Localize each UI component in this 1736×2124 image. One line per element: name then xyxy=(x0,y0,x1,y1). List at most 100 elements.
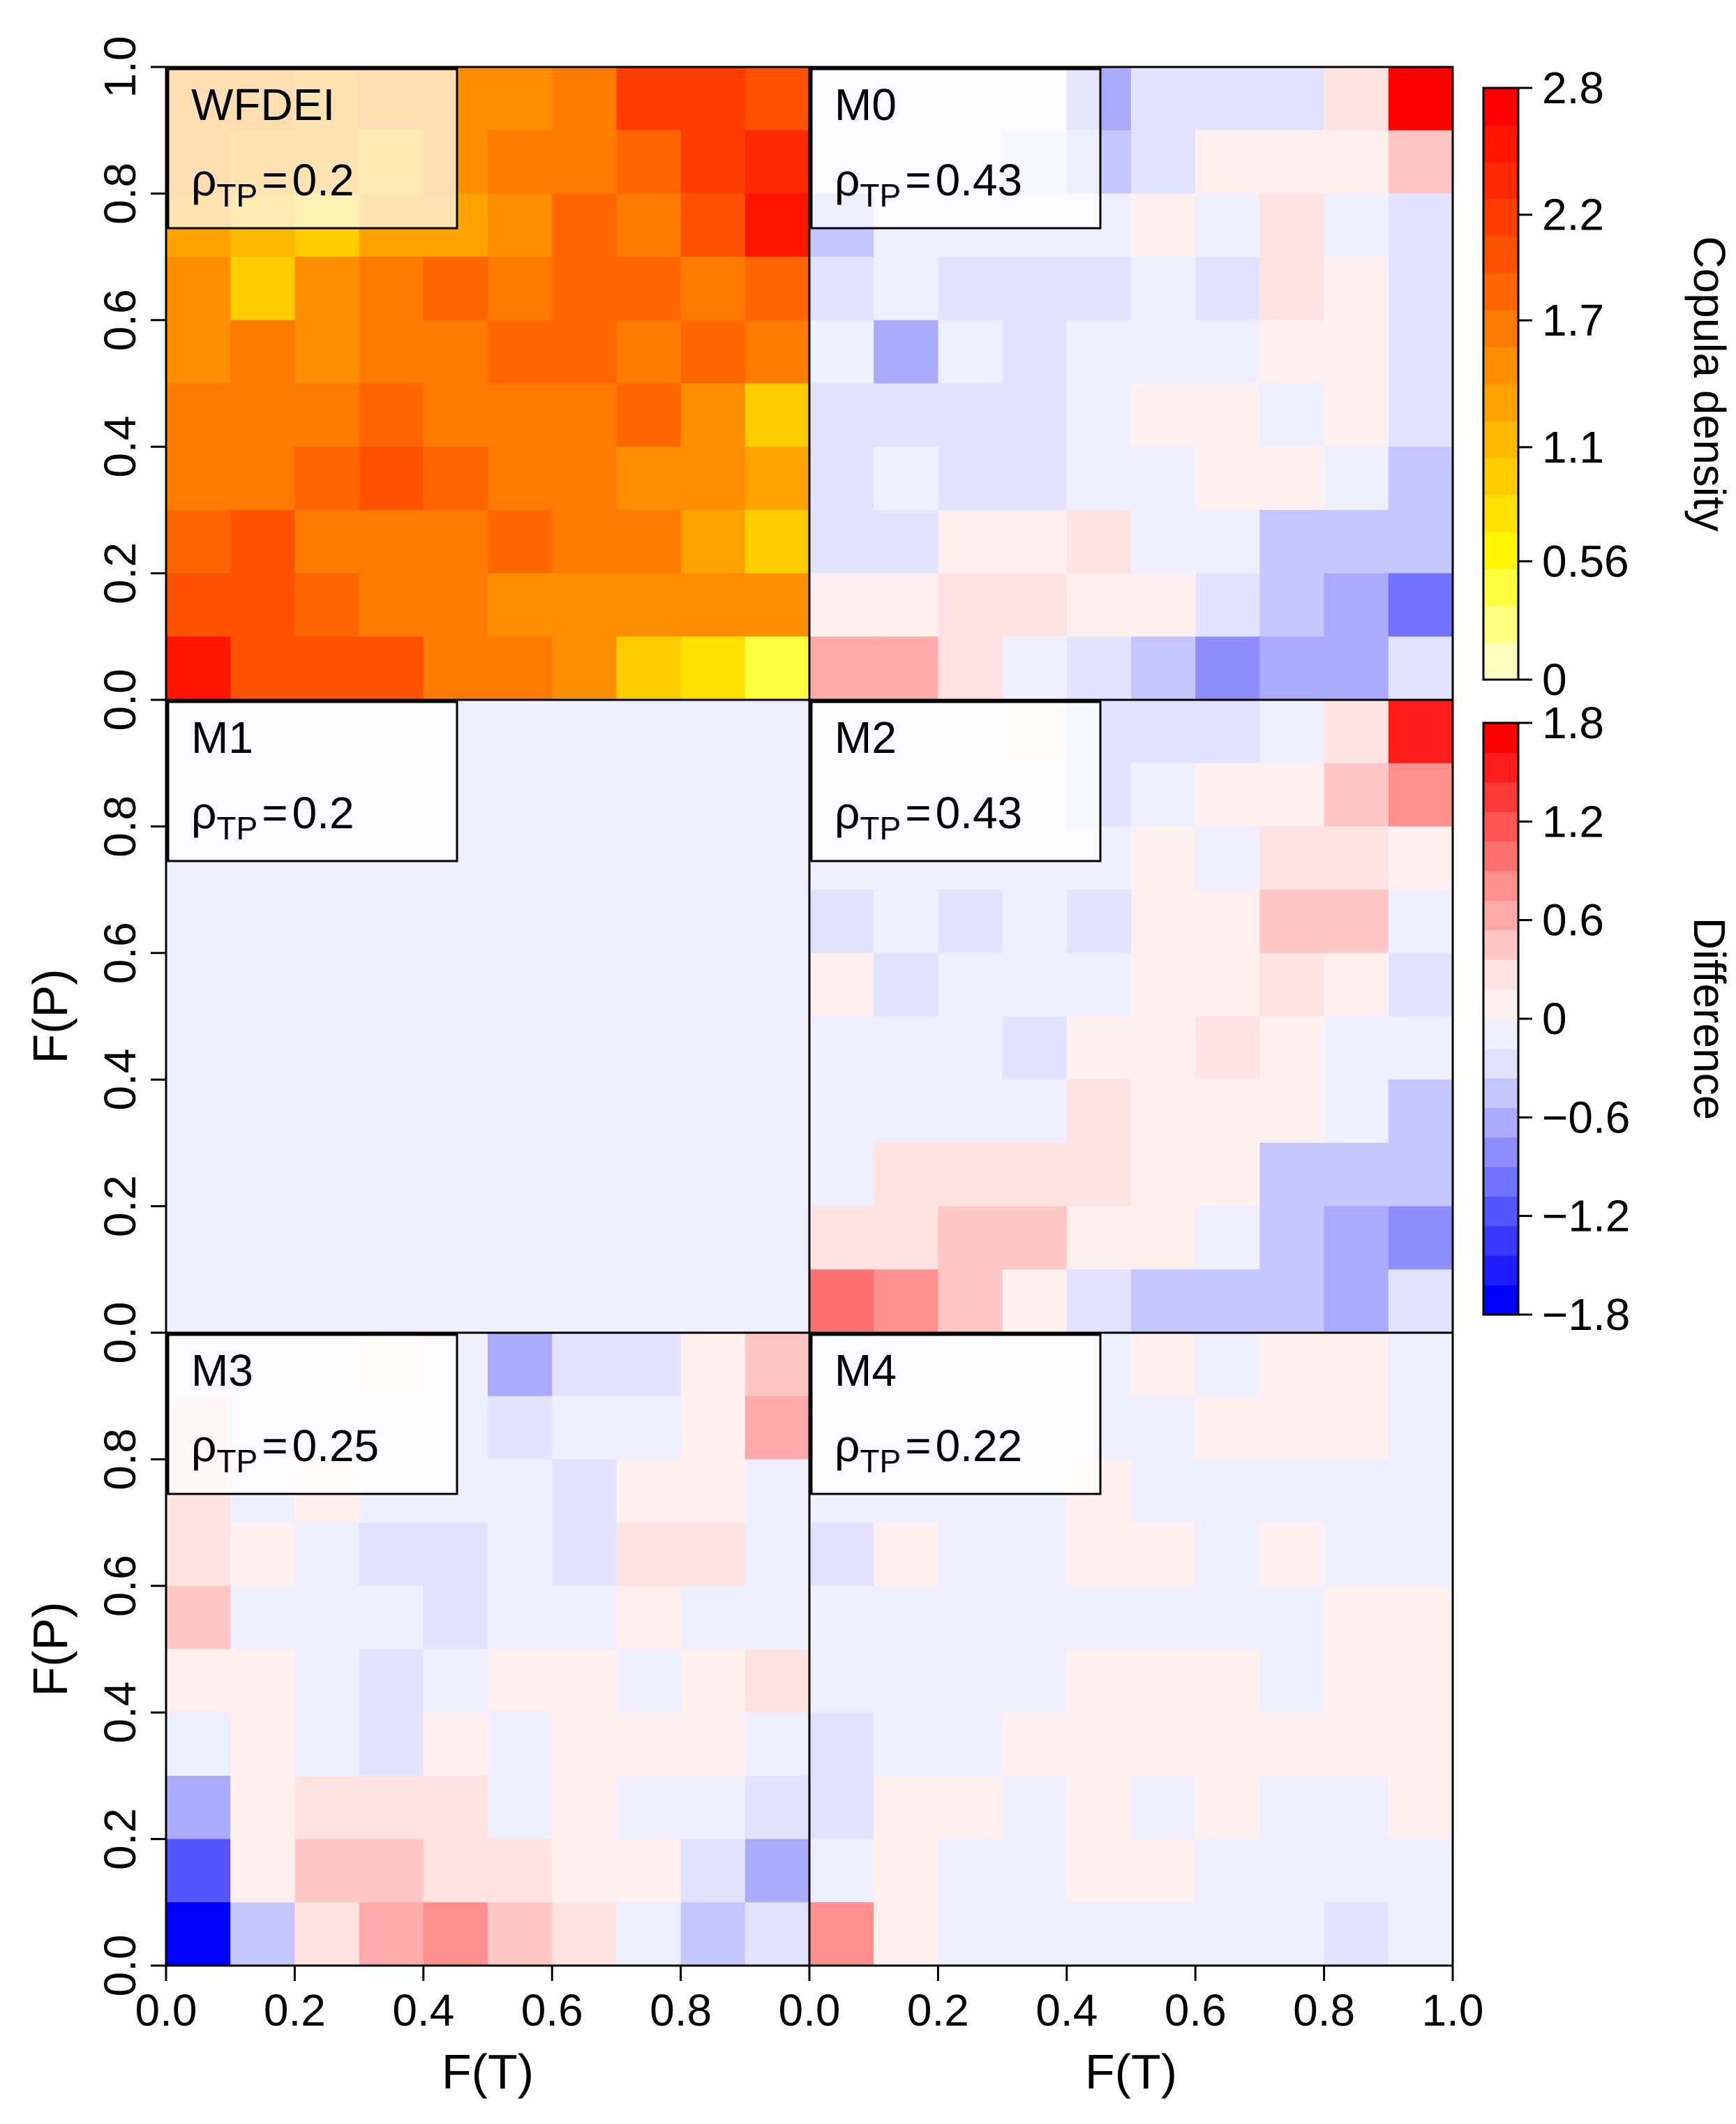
heatmap-cell xyxy=(1195,1142,1260,1207)
heatmap-cell xyxy=(1388,573,1453,637)
heatmap-cell xyxy=(1259,826,1325,890)
heatmap-cell xyxy=(294,383,360,447)
heatmap-cell xyxy=(680,1712,746,1777)
heatmap-cell xyxy=(488,1839,553,1903)
heatmap-cell xyxy=(809,257,874,321)
heatmap-cell xyxy=(1195,700,1260,764)
heatmap-cell xyxy=(744,193,810,257)
heatmap-cell xyxy=(552,700,617,764)
heatmap-cell xyxy=(1388,1712,1453,1777)
colorbar-swatch xyxy=(1483,989,1518,1019)
heatmap-cell xyxy=(1388,1142,1453,1207)
heatmap-cell xyxy=(294,1712,360,1777)
heatmap-cell xyxy=(809,1079,874,1144)
heatmap-cell xyxy=(1324,826,1389,890)
heatmap-cell xyxy=(1002,320,1068,384)
heatmap-cell xyxy=(744,509,810,574)
colorbar-swatch xyxy=(1483,162,1518,200)
heatmap-cell xyxy=(938,1585,1003,1650)
heatmap-cell xyxy=(680,1902,746,1966)
colorbar-tick-label: 2.8 xyxy=(1542,63,1604,113)
heatmap-cell xyxy=(1131,130,1196,194)
rho-annotation: ρTP=0.43 xyxy=(835,155,1022,214)
heatmap-cell xyxy=(1066,320,1132,384)
heatmap-cell xyxy=(488,1269,553,1333)
heatmap-cell xyxy=(874,1269,938,1333)
heatmap-cell xyxy=(680,130,746,194)
heatmap-cell xyxy=(166,383,231,447)
heatmap-cell xyxy=(552,320,617,384)
heatmap-cell xyxy=(938,1712,1003,1777)
heatmap-cell xyxy=(552,193,617,257)
heatmap-cell xyxy=(1388,447,1453,511)
heatmap-cell xyxy=(166,1585,231,1650)
rho-symbol: ρ xyxy=(191,788,216,838)
heatmap-cell xyxy=(616,1396,682,1460)
heatmap-cell xyxy=(294,1775,360,1840)
rho-value: 0.22 xyxy=(936,1421,1023,1471)
heatmap-cell xyxy=(1066,1206,1132,1270)
heatmap-cell xyxy=(166,1016,231,1080)
heatmap-cell xyxy=(1195,1459,1260,1523)
rho-equals: = xyxy=(905,788,931,838)
heatmap-cell xyxy=(1388,636,1453,701)
heatmap-cell xyxy=(423,636,488,701)
heatmap-cell xyxy=(166,1775,231,1840)
heatmap-cell xyxy=(1324,67,1389,131)
heatmap-cell xyxy=(166,1839,231,1903)
heatmap-cell xyxy=(744,1333,810,1397)
heatmap-cell xyxy=(809,636,874,701)
heatmap-cell xyxy=(423,383,488,447)
heatmap-cell xyxy=(616,1333,682,1397)
heatmap-cell xyxy=(874,509,938,574)
heatmap-cell xyxy=(1131,193,1196,257)
heatmap-cell xyxy=(680,890,746,954)
heatmap-cell xyxy=(166,1902,231,1966)
heatmap-cell xyxy=(488,1902,553,1966)
heatmap-cell xyxy=(1195,447,1260,511)
colorbar-swatch xyxy=(1483,1048,1518,1079)
colorbar-swatch xyxy=(1483,606,1518,643)
heatmap-cell xyxy=(1195,952,1260,1017)
panel-frame xyxy=(808,1331,1454,1967)
heatmap-cell xyxy=(809,890,874,954)
rho-equals: = xyxy=(262,1421,287,1471)
heatmap-cell xyxy=(1324,636,1389,701)
heatmap-cell xyxy=(874,1775,938,1840)
panel-m3: M3 ρTP=0.25 xyxy=(165,1331,811,1967)
heatmap-cell xyxy=(938,320,1003,384)
heatmap-cell xyxy=(680,447,746,511)
heatmap-cell xyxy=(359,890,424,954)
heatmap-cell xyxy=(1259,952,1325,1017)
heatmap-cell xyxy=(938,952,1003,1017)
heatmap-cell xyxy=(1388,952,1453,1017)
heatmap-cell xyxy=(423,1902,488,1966)
rho-symbol: ρ xyxy=(835,1421,860,1471)
heatmap-cell xyxy=(616,193,682,257)
heatmap-cell xyxy=(423,509,488,574)
axes-group: 0.0 0.2 0.4 0.6 0.8 1.0 0.0 0.2 0.4 0.6 0.8 0.0 0.2 0… xyxy=(23,36,1483,2099)
heatmap-cell xyxy=(1259,636,1325,701)
heatmap-cell xyxy=(488,1396,553,1460)
heatmap-cell xyxy=(744,130,810,194)
heatmap-cell xyxy=(874,320,938,384)
heatmap-cell xyxy=(294,447,360,511)
colorbar-swatch xyxy=(1483,532,1518,569)
heatmap-cell xyxy=(1324,573,1389,637)
heatmap-cell xyxy=(680,1459,746,1523)
heatmap-cell xyxy=(230,1079,295,1144)
heatmap-cell xyxy=(359,1902,424,1966)
heatmap-cell xyxy=(1259,193,1325,257)
heatmap-cell xyxy=(744,1269,810,1333)
heatmap-cell xyxy=(423,1585,488,1650)
heatmap-cell xyxy=(874,1142,938,1207)
heatmap-cell xyxy=(230,1269,295,1333)
heatmap-cell xyxy=(1195,193,1260,257)
heatmap-cell xyxy=(874,1079,938,1144)
rho-symbol: ρ xyxy=(835,155,860,205)
heatmap-cell xyxy=(1131,763,1196,827)
heatmap-cell xyxy=(680,1775,746,1840)
heatmap-cell xyxy=(1066,1839,1132,1903)
heatmap-cell xyxy=(938,447,1003,511)
heatmap-cell xyxy=(744,447,810,511)
